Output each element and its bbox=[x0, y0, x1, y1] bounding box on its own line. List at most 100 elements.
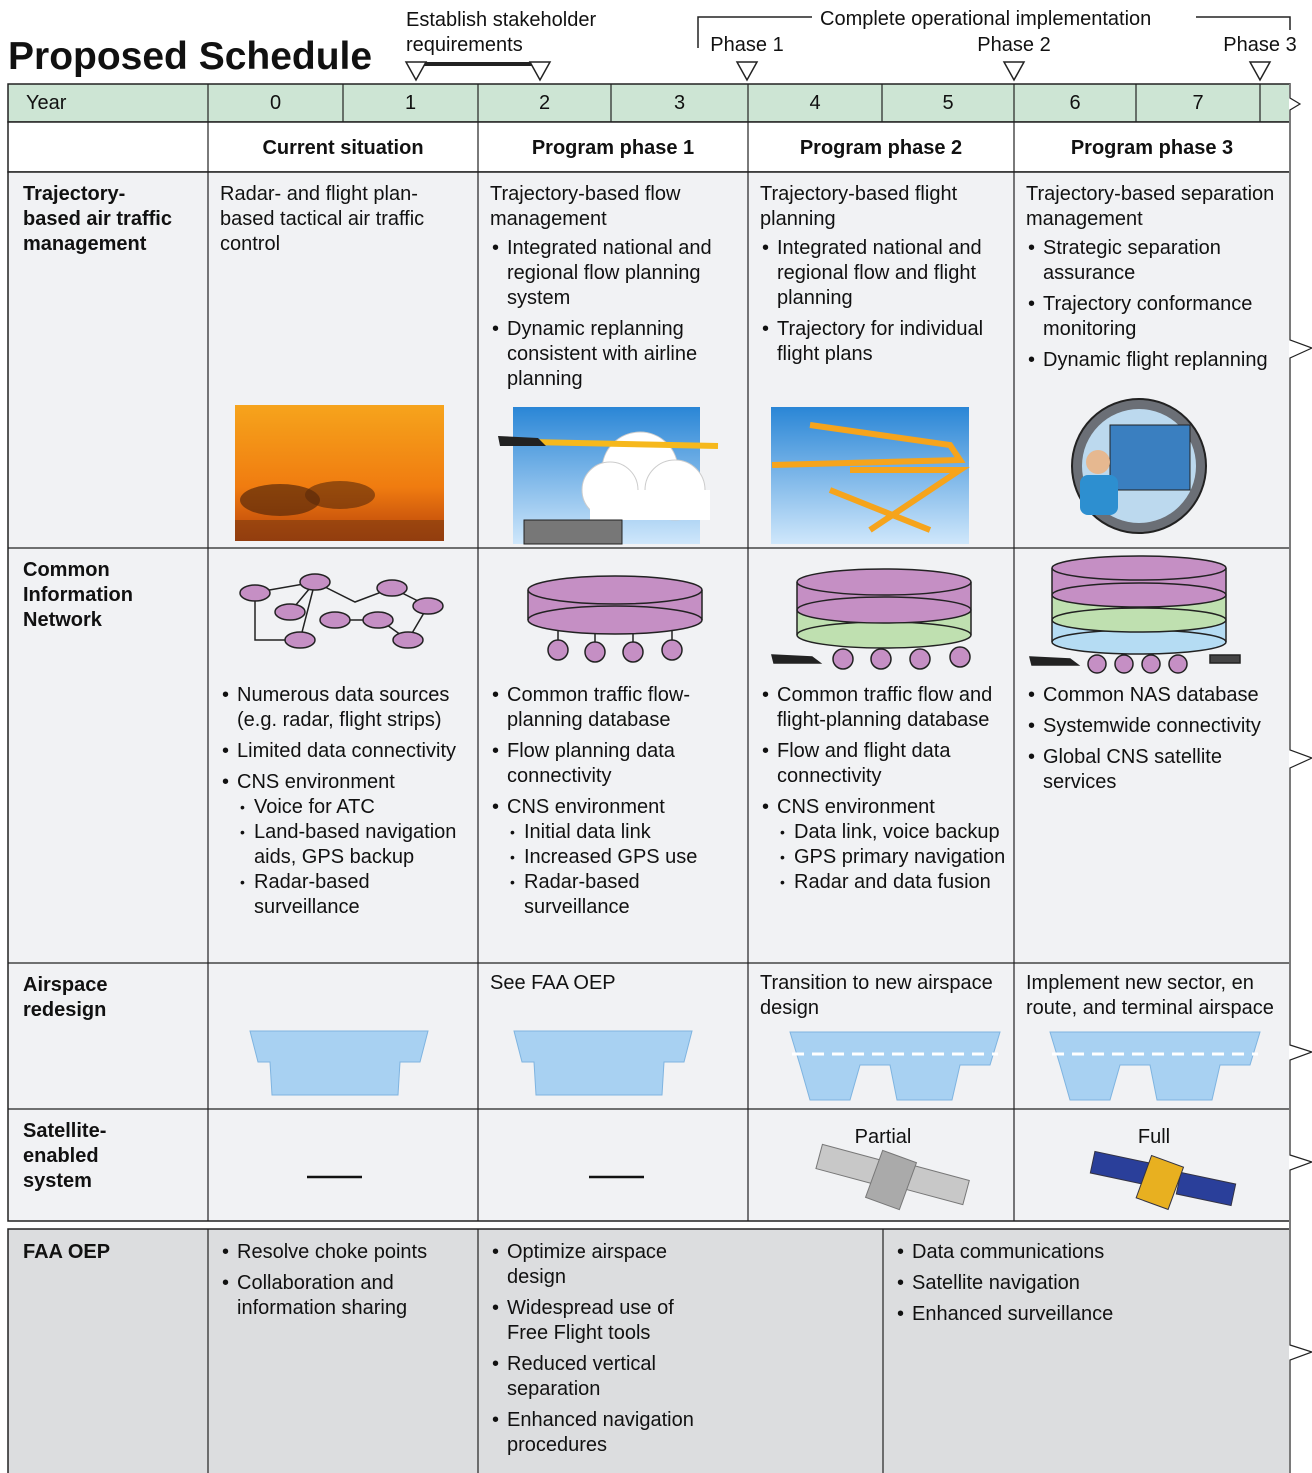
bullet-item: Common traffic flow-planning database bbox=[490, 683, 740, 733]
bullet-item: Resolve choke points bbox=[220, 1240, 470, 1265]
bullet-item: Satellite navigation bbox=[895, 1271, 1145, 1296]
bullet-item: Collaboration and information sharing bbox=[220, 1271, 470, 1321]
year-label: 3 bbox=[673, 92, 686, 114]
bullet-list: Numerous data sources (e.g. radar, fligh… bbox=[220, 683, 470, 920]
milestone-label: Establish stakeholder requirements bbox=[406, 9, 597, 56]
row-label: Trajectory-based air traffic management bbox=[23, 183, 172, 255]
year-label: 6 bbox=[1069, 92, 1081, 114]
bullet-item: Optimize airspace design bbox=[490, 1240, 720, 1290]
cell: Common traffic flow and flight-planning … bbox=[760, 683, 1006, 901]
bullet-list: Common traffic flow-planning database Flo… bbox=[490, 683, 740, 920]
bullet-item: Data communications bbox=[895, 1240, 1145, 1265]
bullet-text: CNS environment bbox=[507, 796, 665, 818]
bullet-item: Common NAS database bbox=[1026, 683, 1282, 708]
row-label: Satellite-enabled system bbox=[23, 1120, 107, 1192]
bullet-item: Radar-based surveillance bbox=[507, 870, 740, 920]
sub-list: Voice for ATCLand-based navigation aids,… bbox=[237, 795, 470, 920]
cell: Common traffic flow-planning database Flo… bbox=[490, 683, 740, 926]
column-header: Program phase 3 bbox=[1070, 137, 1234, 159]
cell-text: Full bbox=[1137, 1126, 1171, 1148]
bullet-item: Initial data link bbox=[507, 820, 740, 845]
bullet-item: Widespread use of Free Flight tools bbox=[490, 1296, 720, 1346]
column-header: Program phase 1 bbox=[531, 137, 695, 159]
bullet-text: CNS environment bbox=[237, 771, 395, 793]
column-header: Program phase 2 bbox=[799, 137, 963, 159]
bullet-item: Reduced vertical separation bbox=[490, 1352, 720, 1402]
cell: See FAA OEP bbox=[490, 971, 740, 996]
bullet-item: Voice for ATC bbox=[237, 795, 470, 820]
cell: Partial bbox=[760, 1125, 1006, 1150]
year-label: 0 bbox=[269, 92, 282, 114]
cell: Full bbox=[1026, 1125, 1282, 1150]
bullet-list: Common NAS database Systemwide connectivi… bbox=[1026, 683, 1282, 795]
cell: Optimize airspace design Widespread use o… bbox=[490, 1240, 720, 1464]
illustration-airspace bbox=[249, 1030, 1261, 1101]
cell: Transition to new airspace design bbox=[760, 971, 1006, 1021]
bullet-item: Enhanced surveillance bbox=[895, 1302, 1145, 1327]
phase-label: Phase 3 bbox=[1223, 34, 1297, 56]
bullet-item: CNS environmentData link, voice backupGP… bbox=[760, 795, 1006, 895]
year-label: 4 bbox=[809, 92, 821, 114]
bullet-text: CNS environment bbox=[777, 796, 935, 818]
bullet-list: Strategic separation assurance Trajectory… bbox=[1026, 236, 1282, 373]
bullet-item: Enhanced navigation procedures bbox=[490, 1408, 720, 1458]
bullet-item: Limited data connectivity bbox=[220, 739, 470, 764]
row-label: Common Information Network bbox=[23, 559, 133, 631]
cell-text: Implement new sector, en route, and term… bbox=[1026, 972, 1274, 1019]
bullet-list: Integrated national and regional flow pl… bbox=[490, 236, 740, 392]
page-title: Proposed Schedule bbox=[8, 35, 373, 78]
cell: Common NAS database Systemwide connectivi… bbox=[1026, 683, 1282, 801]
year-label: 7 bbox=[1192, 92, 1204, 114]
timeline-label: Year bbox=[26, 92, 67, 114]
sub-list: Data link, voice backupGPS primary navig… bbox=[777, 820, 1006, 895]
column-header: Current situation bbox=[262, 137, 424, 159]
bullet-item: Radar-based surveillance bbox=[237, 870, 470, 920]
bullet-item: Increased GPS use bbox=[507, 845, 740, 870]
bullet-item: Data link, voice backup bbox=[777, 820, 1006, 845]
cell: Implement new sector, en route, and term… bbox=[1026, 971, 1282, 1021]
cell-text: Trajectory-based separation management bbox=[1026, 183, 1275, 230]
sub-list: Initial data linkIncreased GPS useRadar-… bbox=[507, 820, 740, 920]
bullet-item: Flow planning data connectivity bbox=[490, 739, 740, 789]
cell-text: Trajectory-based flight planning bbox=[760, 183, 958, 230]
milestone-label: Complete operational implementation bbox=[814, 7, 1158, 32]
bullet-list: Common traffic flow and flight-planning … bbox=[760, 683, 1006, 895]
illustration-satellite bbox=[307, 1143, 1237, 1211]
cell: Resolve choke points Collaboration and in… bbox=[220, 1240, 470, 1327]
bullet-item: Common traffic flow and flight-planning … bbox=[760, 683, 1006, 733]
year-label: 1 bbox=[404, 92, 417, 114]
bullet-item: Dynamic flight replanning bbox=[1026, 348, 1282, 373]
illustration-trajectory bbox=[235, 398, 1207, 545]
bullet-item: Numerous data sources (e.g. radar, fligh… bbox=[220, 683, 470, 733]
cell: Trajectory-based separation management St… bbox=[1026, 182, 1282, 379]
year-label: 2 bbox=[538, 92, 551, 114]
bullet-item: Systemwide connectivity bbox=[1026, 714, 1282, 739]
cell: Data communications Satellite navigation E… bbox=[895, 1240, 1145, 1333]
cell-text: See FAA OEP bbox=[490, 972, 616, 994]
bullet-list: Integrated national and regional flow an… bbox=[760, 236, 1006, 367]
bullet-item: Strategic separation assurance bbox=[1026, 236, 1282, 286]
bullet-item: GPS primary navigation bbox=[777, 845, 1006, 870]
bullet-item: Dynamic replanning consistent with airli… bbox=[490, 317, 740, 392]
cell: Numerous data sources (e.g. radar, fligh… bbox=[220, 683, 470, 926]
bullet-item: Integrated national and regional flow pl… bbox=[490, 236, 740, 311]
cell: Trajectory-based flow management Integrat… bbox=[490, 182, 740, 398]
cell-text: Transition to new airspace design bbox=[760, 972, 993, 1019]
bullet-item: CNS environmentInitial data linkIncrease… bbox=[490, 795, 740, 920]
milestone-markers bbox=[404, 16, 1291, 82]
bullet-list: Data communications Satellite navigation E… bbox=[895, 1240, 1145, 1327]
bullet-item: Integrated national and regional flow an… bbox=[760, 236, 1006, 311]
phase-label: Phase 1 bbox=[710, 34, 784, 56]
row-label: FAA OEP bbox=[23, 1241, 111, 1263]
bullet-item: Flow and flight data connectivity bbox=[760, 739, 1006, 789]
cell-text: Radar- and flight plan-based tactical ai… bbox=[220, 183, 425, 255]
phase-label: Phase 2 bbox=[977, 34, 1051, 56]
bullet-item: Trajectory conformance monitoring bbox=[1026, 292, 1282, 342]
bullet-list: Optimize airspace design Widespread use o… bbox=[490, 1240, 720, 1458]
cell: Trajectory-based flight planning Integrat… bbox=[760, 182, 1006, 373]
bullet-list: Resolve choke points Collaboration and in… bbox=[220, 1240, 470, 1321]
bullet-item: Land-based navigation aids, GPS backup bbox=[237, 820, 470, 870]
cell-text: Trajectory-based flow management bbox=[490, 183, 681, 230]
bullet-item: CNS environmentVoice for ATCLand-based n… bbox=[220, 770, 470, 920]
